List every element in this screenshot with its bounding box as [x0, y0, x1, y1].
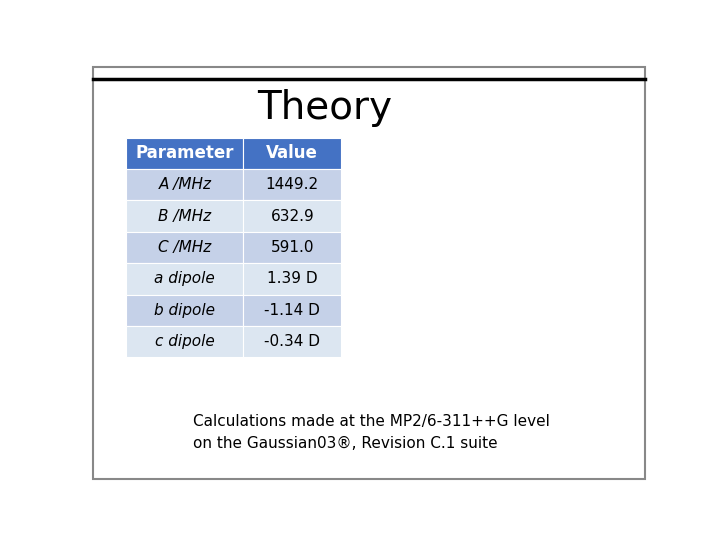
FancyBboxPatch shape [126, 263, 243, 294]
FancyBboxPatch shape [126, 326, 243, 357]
Text: A /MHz: A /MHz [158, 177, 212, 192]
FancyBboxPatch shape [243, 169, 341, 200]
Text: C /MHz: C /MHz [158, 240, 212, 255]
FancyBboxPatch shape [243, 326, 341, 357]
FancyBboxPatch shape [126, 138, 243, 169]
Text: 1449.2: 1449.2 [266, 177, 319, 192]
FancyBboxPatch shape [93, 67, 645, 478]
Text: Theory: Theory [257, 90, 392, 127]
Text: 1.39 D: 1.39 D [267, 271, 318, 286]
FancyBboxPatch shape [243, 200, 341, 232]
Text: Calculations made at the MP2/6-311++G level
on the Gaussian03®, Revision C.1 sui: Calculations made at the MP2/6-311++G le… [193, 414, 550, 451]
FancyBboxPatch shape [243, 294, 341, 326]
FancyBboxPatch shape [243, 138, 341, 169]
FancyBboxPatch shape [126, 294, 243, 326]
FancyBboxPatch shape [126, 232, 243, 263]
Text: Value: Value [266, 144, 318, 162]
Text: Parameter: Parameter [135, 144, 234, 162]
FancyBboxPatch shape [126, 169, 243, 200]
Text: 632.9: 632.9 [271, 208, 314, 224]
Text: B /MHz: B /MHz [158, 208, 212, 224]
Text: b dipole: b dipole [154, 303, 215, 318]
Text: a dipole: a dipole [155, 271, 215, 286]
Text: c dipole: c dipole [155, 334, 215, 349]
Text: 591.0: 591.0 [271, 240, 314, 255]
Text: -0.34 D: -0.34 D [264, 334, 320, 349]
FancyBboxPatch shape [243, 232, 341, 263]
FancyBboxPatch shape [243, 263, 341, 294]
FancyBboxPatch shape [126, 200, 243, 232]
Text: -1.14 D: -1.14 D [264, 303, 320, 318]
